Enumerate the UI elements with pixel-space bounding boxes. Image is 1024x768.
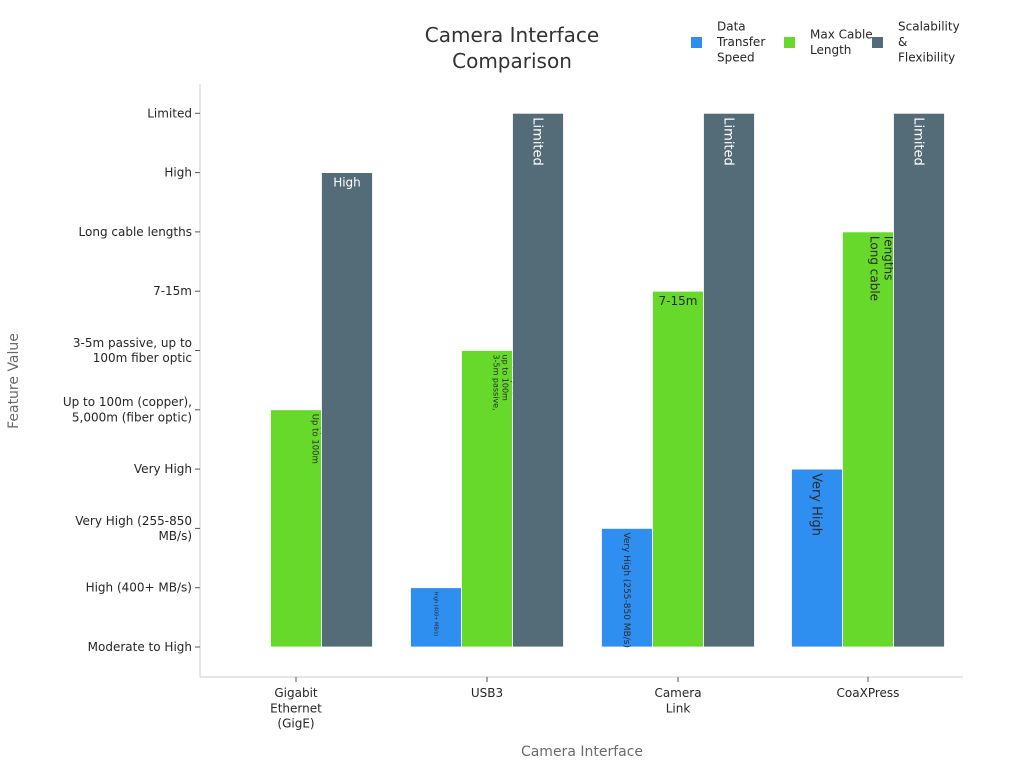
y-tick-label: Very High [134,462,192,476]
svg-text:7-15m: 7-15m [659,294,698,308]
svg-text:Limited: Limited [910,117,925,165]
svg-text:Limited: Limited [720,117,735,165]
bar-value-label: Very High (255-850 MB/s) [621,532,631,648]
bar [842,231,894,648]
chart-title-line-1: Camera Interface [425,23,599,47]
bar-value-label: High (400+ MB/s) [432,592,438,636]
svg-text:High (400+ MB/s): High (400+ MB/s) [432,592,438,636]
bar [601,528,653,648]
ticks: Moderate to High High (400+ MB/s) Very Hig… [63,106,900,730]
svg-text:Limited: Limited [529,117,544,165]
svg-text:Long cablelengths: Long cablelengths [868,236,896,301]
bar [791,468,843,648]
bar-value-label: Limited [529,117,544,165]
svg-text:Very High (255-850 MB/s): Very High (255-850 MB/s) [621,532,631,648]
y-tick-label: Limited [147,106,192,120]
bar [270,409,322,648]
legend-swatch [784,37,795,48]
legend: Data Transfer Speed Max Cable Length Scalabil… [691,20,960,65]
y-tick-label: Moderate to High [88,640,192,654]
legend-label: Data Transfer Speed [716,20,765,65]
y-tick-label: Long cable lengths [79,225,192,239]
y-tick-label: 3-5m passive, up to 100m fiber optic [73,336,192,365]
bar [512,112,564,648]
x-tick-label: CoaXPress [837,686,900,700]
bar-value-label: Very High [808,473,823,536]
chart-title-line-2: Comparison [452,49,572,73]
y-tick-label: 7-15m [153,284,192,298]
bar-value-label: Limited [720,117,735,165]
y-axis-title: Feature Value [6,333,22,429]
y-tick-label: Very High (255-850 MB/s) [75,514,192,543]
y-tick-label: High (400+ MB/s) [86,581,192,595]
bar-value-label: Long cablelengths [868,236,896,301]
bar-value-label: High [333,176,361,190]
x-tick-label: Gigabit Ethernet (GigE) [270,686,322,731]
x-axis-title: Camera Interface [521,744,643,760]
legend-swatch [872,37,883,48]
svg-text:High: High [333,176,361,190]
bar-value-label: 7-15m [659,294,698,308]
x-tick-label: USB3 [471,686,503,700]
y-tick-label: Up to 100m (copper), 5,000m (fiber optic) [63,395,192,424]
bars: High (400+ MB/s) Very High (255-850 MB/s)… [270,112,945,648]
svg-text:Very High: Very High [808,473,823,536]
bar [893,112,945,648]
legend-swatch [691,37,702,48]
y-tick-label: High [164,166,192,180]
bar [703,112,755,648]
legend-label: Scalability & Flexibility [898,20,960,65]
bar [652,290,704,648]
x-tick-label: Camera Link [654,686,701,715]
bar-value-label: Limited [910,117,925,165]
bar [321,172,373,648]
bar [410,587,462,648]
legend-label: Max Cable Length [810,27,873,57]
axes [199,84,963,678]
